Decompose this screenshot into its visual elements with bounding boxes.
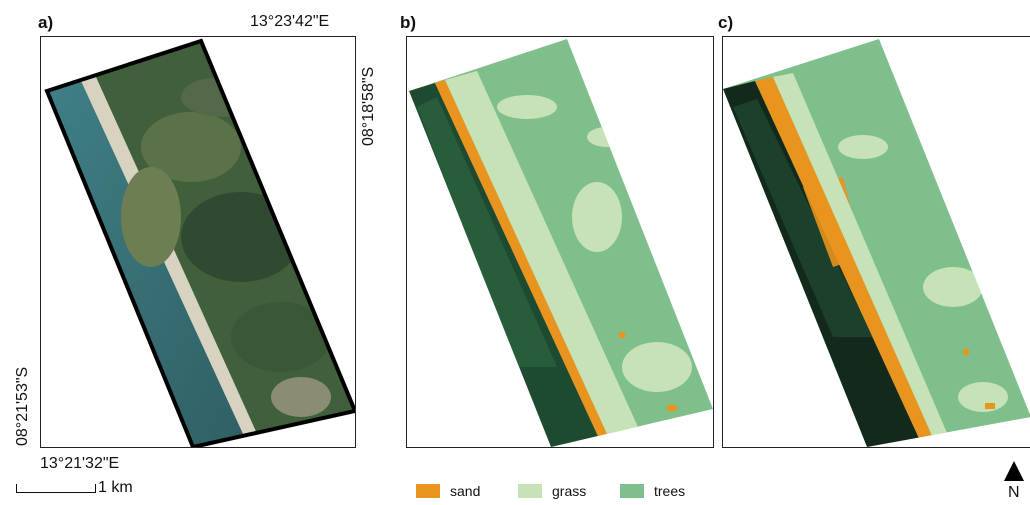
legend-trees: trees bbox=[620, 483, 685, 499]
north-arrow-label: N bbox=[1008, 484, 1020, 501]
right-latitude: 08°18'58"S bbox=[360, 66, 377, 146]
scale-bar bbox=[16, 484, 96, 493]
panel-b-label: b) bbox=[400, 13, 417, 32]
top-right-longitude: 13°23'42"E bbox=[250, 13, 330, 30]
panel-c-label: c) bbox=[718, 13, 734, 32]
panel-a-satellite-map bbox=[40, 36, 356, 448]
beach-strip bbox=[81, 77, 263, 447]
legend-swatch-sand bbox=[416, 484, 440, 498]
panel-c-classification-map bbox=[722, 36, 1030, 448]
panel-b-classification-map bbox=[406, 36, 714, 448]
legend-grass: grass bbox=[518, 483, 586, 499]
legend-label-trees: trees bbox=[654, 483, 686, 499]
legend-swatch-trees bbox=[620, 484, 644, 498]
legend-sand: sand bbox=[416, 483, 480, 499]
north-arrow-icon bbox=[1004, 461, 1024, 481]
legend-label-grass: grass bbox=[552, 483, 587, 499]
bottom-left-longitude: 13°21'32"E bbox=[40, 455, 120, 472]
left-latitude: 08°21'53"S bbox=[14, 366, 31, 446]
legend-label-sand: sand bbox=[450, 483, 481, 499]
legend-swatch-grass bbox=[518, 484, 542, 498]
panel-a-label: a) bbox=[38, 13, 54, 32]
scale-bar-label: 1 km bbox=[98, 479, 133, 496]
